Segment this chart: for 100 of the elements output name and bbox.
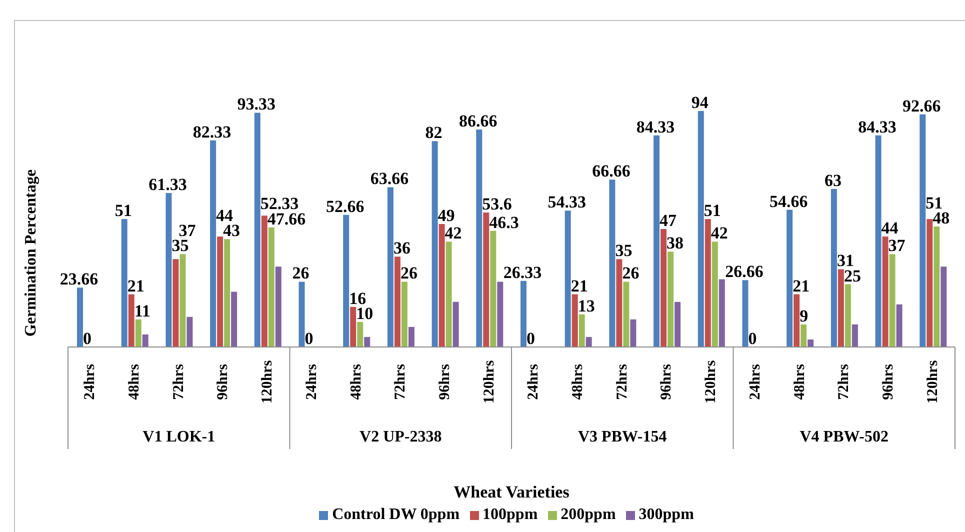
data-label: 82.33 — [192, 122, 232, 142]
y-axis-title: Germination Percentage — [22, 169, 40, 337]
data-label: 51 — [114, 200, 132, 220]
bar — [940, 266, 947, 347]
bar — [432, 141, 438, 347]
legend-label: 300ppm — [638, 506, 694, 523]
bar — [889, 254, 896, 347]
bar — [704, 218, 711, 347]
data-label: 21 — [570, 276, 588, 296]
data-label: 84.33 — [636, 117, 675, 136]
data-label: 26.33 — [503, 262, 542, 282]
legend-label: Control DW 0ppm — [332, 506, 460, 523]
bar — [210, 140, 216, 347]
data-label: 86.66 — [459, 111, 498, 130]
data-label: 63 — [824, 170, 842, 190]
data-label: 0 — [526, 329, 535, 348]
bar — [609, 180, 616, 347]
bar — [616, 259, 622, 347]
x-tick-label: 96hrs — [215, 364, 232, 400]
data-label: 26.66 — [725, 262, 764, 282]
data-label: 0 — [304, 329, 314, 348]
data-label: 44 — [881, 218, 899, 238]
x-tick-label: 48hrs — [126, 364, 143, 400]
data-label: 11 — [134, 301, 150, 320]
x-tick-label: 120hrs — [703, 360, 720, 404]
bar — [261, 216, 268, 347]
x-tick-label: 48hrs — [570, 364, 586, 400]
bar — [217, 236, 224, 347]
bar — [254, 112, 260, 347]
data-label: 35 — [615, 241, 632, 260]
bar — [712, 242, 718, 347]
x-tick-label: 24hrs — [304, 364, 320, 400]
bar — [268, 227, 274, 347]
x-tick-label: 120hrs — [924, 360, 941, 404]
data-label: 49 — [438, 206, 455, 226]
data-label: 38 — [666, 234, 684, 253]
bar — [830, 188, 837, 347]
text: V4 PBW-502 — [800, 428, 888, 446]
bar — [578, 314, 585, 347]
bar — [224, 239, 230, 347]
x-tick-label: 96hrs — [880, 364, 896, 400]
bar — [838, 269, 844, 347]
x-tick-label: 48hrs — [792, 364, 808, 400]
data-label: 0 — [83, 329, 92, 348]
bar — [298, 282, 305, 347]
bar — [438, 224, 445, 347]
x-tick-label: 72hrs — [392, 364, 409, 400]
bar — [800, 324, 807, 347]
bar — [808, 339, 814, 347]
data-label: 21 — [127, 276, 144, 296]
data-label: 52.66 — [326, 196, 364, 216]
bar — [718, 279, 725, 347]
legend-label: 100ppm — [482, 506, 538, 523]
x-tick-label: 96hrs — [658, 364, 675, 400]
x-tick-label: 120hrs — [481, 360, 498, 404]
bar — [275, 266, 282, 347]
data-label: 42 — [710, 224, 728, 243]
data-label: 21 — [792, 276, 810, 296]
data-label: 94 — [691, 93, 709, 112]
bar — [408, 326, 414, 347]
data-label: 82 — [425, 123, 442, 142]
legend-label: 200ppm — [560, 506, 616, 523]
bar — [586, 336, 592, 347]
x-tick-label: 24hrs — [526, 364, 542, 400]
data-label: 53.6 — [482, 194, 512, 214]
bar — [490, 230, 496, 347]
bar — [852, 324, 858, 347]
bar — [135, 319, 142, 347]
bar — [172, 259, 179, 347]
bar — [794, 294, 800, 347]
bar — [920, 114, 926, 347]
x-tick-label: 72hrs — [170, 364, 187, 400]
bar — [166, 193, 172, 347]
bar — [497, 282, 504, 347]
bar — [668, 252, 674, 347]
bar — [698, 111, 704, 347]
bar — [674, 302, 681, 347]
bar — [875, 135, 882, 347]
bar — [142, 334, 148, 347]
data-label: 37 — [888, 236, 906, 256]
bar — [350, 306, 356, 347]
x-tick-label: 24hrs — [82, 364, 98, 400]
bar — [77, 288, 83, 347]
bar — [231, 292, 238, 347]
data-label: 92.66 — [902, 96, 941, 116]
data-label: 42 — [444, 224, 462, 243]
data-label: 9 — [800, 306, 808, 326]
data-label: 51 — [704, 200, 721, 220]
data-label: 61.33 — [148, 175, 187, 194]
bar — [882, 236, 888, 347]
data-label: 63.66 — [370, 169, 409, 188]
bar — [844, 284, 851, 347]
x-axis-title: Wheat Varieties — [454, 482, 570, 502]
x-tick-label: 120hrs — [260, 360, 276, 404]
bar — [186, 316, 193, 347]
bar — [121, 218, 128, 347]
bar — [401, 282, 408, 347]
bar — [786, 210, 793, 347]
x-tick-label: 96hrs — [436, 364, 453, 400]
bar — [483, 212, 490, 347]
